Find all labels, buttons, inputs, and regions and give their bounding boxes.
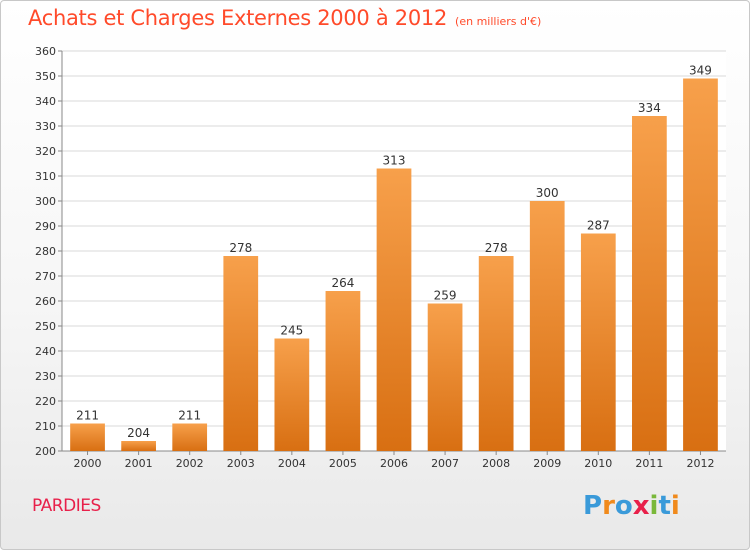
x-tick-label: 2000 — [74, 457, 102, 470]
y-axis-ticks: 200 210 220 230 240 250 260 270 280 290 300 310 320 3… — [35, 45, 62, 458]
x-tick-label: 2008 — [482, 457, 510, 470]
bar-2000 — [70, 423, 105, 451]
bar-2001 — [121, 441, 156, 451]
y-tick-label: 260 — [35, 295, 56, 308]
data-label: 204 — [127, 426, 150, 440]
data-label: 278 — [485, 241, 508, 255]
y-tick-label: 210 — [35, 420, 56, 433]
brand-letter: P — [583, 491, 603, 521]
y-tick-label: 350 — [35, 70, 56, 83]
x-tick-label: 2003 — [227, 457, 255, 470]
data-label: 287 — [587, 219, 610, 233]
bar-2012 — [683, 78, 718, 451]
bar-2010 — [580, 233, 616, 451]
y-tick-label: 310 — [35, 170, 56, 183]
y-tick-label: 330 — [35, 120, 56, 133]
brand-letter: i — [649, 491, 659, 521]
data-label: 334 — [638, 101, 661, 115]
y-tick-label: 220 — [35, 395, 56, 408]
data-labels: 211 204 211 278 245 264 313 259 278 300 287 334 349 — [76, 64, 712, 441]
y-tick-label: 280 — [35, 245, 56, 258]
brand-letter: r — [602, 491, 615, 521]
town-name: PARDIES — [32, 496, 101, 516]
title-row: Achats et Charges Externes 2000 à 2012 (e… — [28, 6, 541, 30]
data-label: 259 — [434, 289, 457, 303]
y-tick-label: 360 — [35, 45, 56, 58]
x-tick-label: 2011 — [635, 457, 663, 470]
chart-title: Achats et Charges Externes 2000 à 2012 — [28, 6, 448, 30]
bar-2007 — [427, 303, 463, 451]
bar-2004 — [274, 338, 310, 451]
bars — [70, 78, 718, 451]
y-tick-label: 200 — [35, 445, 56, 458]
y-tick-label: 270 — [35, 270, 56, 283]
brand-letter: x — [632, 491, 650, 521]
y-tick-label: 290 — [35, 220, 56, 233]
x-tick-label: 2004 — [278, 457, 306, 470]
brand-letter: i — [670, 491, 680, 521]
x-tick-label: 2006 — [380, 457, 408, 470]
y-tick-label: 320 — [35, 145, 56, 158]
bar-2005 — [325, 291, 361, 451]
x-tick-label: 2007 — [431, 457, 459, 470]
y-tick-label: 300 — [35, 195, 56, 208]
data-label: 300 — [536, 186, 559, 200]
x-tick-label: 2012 — [686, 457, 714, 470]
bar-2011 — [632, 116, 667, 451]
data-label: 245 — [280, 324, 303, 338]
bar-2009 — [529, 201, 565, 451]
y-tick-label: 240 — [35, 345, 56, 358]
x-tick-label: 2002 — [176, 457, 204, 470]
chart-subtitle: (en milliers d'€) — [455, 15, 542, 28]
y-tick-label: 250 — [35, 320, 56, 333]
brand-logo: Proxiti — [583, 491, 680, 521]
x-axis-ticks: 2000 2001 2002 2003 2004 2005 2006 2007 2008 2009… — [74, 451, 714, 470]
brand-letter: o — [614, 491, 633, 521]
bar-2006 — [376, 168, 412, 451]
bar-2003 — [223, 256, 259, 451]
y-tick-label: 340 — [35, 95, 56, 108]
x-tick-label: 2009 — [533, 457, 561, 470]
brand-letter: t — [658, 491, 671, 521]
data-label: 313 — [383, 154, 406, 168]
bar-2008 — [478, 256, 514, 451]
x-tick-label: 2001 — [125, 457, 153, 470]
data-label: 211 — [76, 409, 99, 423]
data-label: 349 — [689, 64, 712, 78]
data-label: 211 — [178, 409, 201, 423]
x-tick-label: 2005 — [329, 457, 357, 470]
y-tick-label: 230 — [35, 370, 56, 383]
bar-2002 — [172, 423, 208, 451]
data-label: 278 — [229, 241, 252, 255]
x-tick-label: 2010 — [584, 457, 612, 470]
data-label: 264 — [331, 276, 354, 290]
